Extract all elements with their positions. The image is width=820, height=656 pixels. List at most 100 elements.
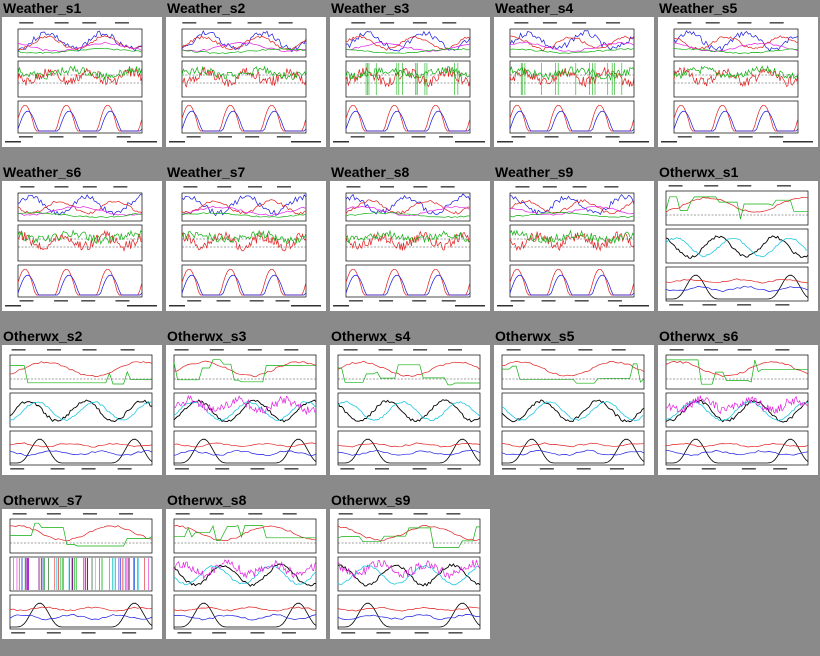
series-line [673, 67, 799, 88]
plot-frame [509, 28, 635, 58]
plot-frame [665, 228, 809, 264]
thumbnail-weather-s6[interactable]: Weather_s6 [0, 164, 162, 328]
thumbnail-image[interactable] [494, 181, 654, 311]
series-line [337, 442, 481, 448]
footer-mark [169, 141, 185, 143]
thumbnail-weather-s7[interactable]: Weather_s7 [164, 164, 326, 328]
footer-mark [291, 141, 321, 143]
thumbnail-image[interactable] [494, 17, 654, 147]
thumbnail-image[interactable] [330, 17, 490, 147]
thumbnail-weather-s9[interactable]: Weather_s9 [492, 164, 654, 328]
series-line [345, 193, 471, 215]
series-line [345, 230, 471, 251]
plot-frame [345, 264, 471, 298]
series-line [509, 35, 635, 51]
plot-frame [9, 354, 153, 390]
thumbnail-image[interactable] [2, 509, 162, 639]
plot-frame [17, 192, 143, 222]
footer-mark [169, 305, 185, 307]
tiny-label-mark [113, 186, 128, 188]
plot-frame [345, 224, 471, 262]
thumbnail-weather-s4[interactable]: Weather_s4 [492, 0, 654, 164]
thumbnail-weather-s2[interactable]: Weather_s2 [164, 0, 326, 164]
thumbnail-image[interactable] [2, 181, 162, 311]
series-line [9, 524, 153, 542]
thumbnail-weather-s3[interactable]: Weather_s3 [328, 0, 490, 164]
thumbnail-weather-s1[interactable]: Weather_s1 [0, 0, 162, 164]
series-line [337, 525, 481, 542]
thumbnail-image[interactable] [658, 181, 818, 311]
tiny-label-mark [47, 349, 62, 351]
thumbnail-otherwx-s7[interactable]: Otherwx_s7 [0, 492, 162, 656]
thumbnail-otherwx-s8[interactable]: Otherwx_s8 [164, 492, 326, 656]
thumbnail-otherwx-s1[interactable]: Otherwx_s1 [656, 164, 818, 328]
thumbnail-image[interactable] [166, 345, 326, 475]
tiny-label-mark [82, 513, 97, 515]
plot-thumbnail-graphic [9, 513, 153, 634]
series-line [181, 212, 307, 218]
series-line [509, 66, 635, 88]
tiny-label-mark [737, 22, 752, 24]
thumbnail-image[interactable] [166, 509, 326, 639]
plot-frame [501, 354, 645, 390]
series-line [673, 48, 799, 54]
thumbnail-title: Weather_s4 [495, 0, 574, 16]
thumbnail-image[interactable] [2, 17, 162, 147]
thumbnail-otherwx-s9[interactable]: Otherwx_s9 [328, 492, 490, 656]
series-line [17, 194, 143, 217]
thumbnail-otherwx-s5[interactable]: Otherwx_s5 [492, 328, 654, 492]
tiny-label-mark [448, 632, 463, 634]
thumbnail-image[interactable] [2, 345, 162, 475]
thumbnail-image[interactable] [494, 345, 654, 475]
thumbnail-title: Weather_s5 [659, 0, 738, 16]
tiny-label-mark [11, 632, 26, 634]
footer-mark [619, 141, 649, 143]
plot-frame [17, 28, 143, 58]
thumbnail-weather-s8[interactable]: Weather_s8 [328, 164, 490, 328]
tiny-label-mark [413, 186, 428, 188]
tiny-label-mark [217, 22, 232, 24]
plot-frame [181, 60, 307, 98]
thumbnail-image[interactable] [658, 17, 818, 147]
plot-thumbnail-graphic [9, 349, 153, 470]
series-line [509, 66, 635, 82]
thumbnail-otherwx-s3[interactable]: Otherwx_s3 [164, 328, 326, 492]
series-line [181, 66, 307, 88]
series-line [345, 66, 471, 88]
series-line [173, 606, 317, 612]
tiny-label-mark [511, 136, 526, 138]
series-line [345, 199, 471, 215]
tiny-label-mark [209, 349, 224, 351]
thumbnail-image[interactable] [330, 509, 490, 639]
thumbnail-otherwx-s4[interactable]: Otherwx_s4 [328, 328, 490, 492]
plot-frame [181, 28, 307, 58]
tiny-label-mark [350, 136, 365, 138]
thumbnail-otherwx-s6[interactable]: Otherwx_s6 [656, 328, 818, 492]
tiny-label-mark [542, 186, 557, 188]
tiny-label-mark [177, 632, 192, 634]
thumbnail-image[interactable] [166, 181, 326, 311]
series-line [181, 205, 307, 217]
series-line [665, 360, 809, 377]
series-line [10, 522, 153, 547]
series-line [17, 200, 143, 215]
series-line [345, 212, 471, 219]
thumbnail-image[interactable] [330, 345, 490, 475]
thumbnail-otherwx-s2[interactable]: Otherwx_s2 [0, 328, 162, 492]
series-line [665, 395, 809, 415]
thumbnail-image[interactable] [330, 181, 490, 311]
thumbnail-image[interactable] [658, 345, 818, 475]
series-line [17, 41, 143, 52]
plot-thumbnail-graphic [333, 22, 485, 143]
series-line [173, 563, 317, 587]
thumbnail-image[interactable] [166, 17, 326, 147]
tiny-label-mark [19, 22, 34, 24]
plot-thumbnail-graphic [173, 349, 317, 470]
tiny-label-mark [346, 186, 361, 188]
tiny-label-mark [340, 468, 355, 470]
plot-frame [345, 100, 471, 134]
thumbnail-weather-s5[interactable]: Weather_s5 [656, 0, 818, 164]
tiny-label-mark [284, 468, 299, 470]
series-line [345, 66, 471, 80]
tiny-label-mark [412, 300, 427, 302]
